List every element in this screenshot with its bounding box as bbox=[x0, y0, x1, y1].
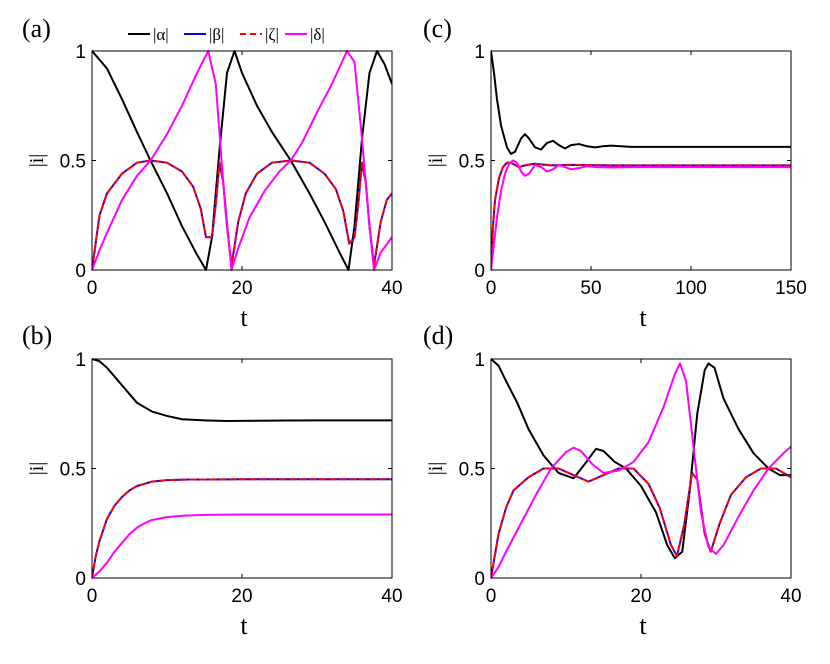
plot-area bbox=[491, 358, 791, 579]
series-line-0 bbox=[92, 358, 392, 422]
legend-label-beta: |β| bbox=[209, 25, 224, 44]
y-tick-label: 0 bbox=[474, 261, 485, 282]
y-tick-label: 0 bbox=[474, 569, 485, 590]
axes-frame bbox=[91, 358, 393, 579]
series-line-2 bbox=[92, 159, 392, 271]
y-axis-label: |i| bbox=[425, 154, 447, 168]
x-tick-label: 0 bbox=[486, 586, 497, 607]
panel-c: 0 50 100 150 0 0.5 1 t |i| (c) bbox=[423, 14, 807, 332]
y-tick-label: 0.5 bbox=[459, 460, 485, 481]
legend-label-zeta: |ζ| bbox=[265, 25, 279, 44]
y-tick-label: 1 bbox=[75, 42, 86, 63]
x-tick-label: 0 bbox=[87, 586, 98, 607]
series-line-3 bbox=[92, 513, 392, 579]
x-tick-label: 100 bbox=[675, 278, 707, 299]
panel-label: (d) bbox=[423, 321, 453, 350]
axes-frame bbox=[490, 50, 792, 271]
legend-label-delta: |δ| bbox=[310, 25, 325, 44]
panel-b: 0 20 40 0 0.5 1 t |i| (b) bbox=[22, 321, 403, 640]
series-line-3 bbox=[491, 362, 791, 579]
y-axis-label: |i| bbox=[425, 462, 447, 476]
x-tick-label: 0 bbox=[87, 278, 98, 299]
x-tick-label: 40 bbox=[381, 586, 402, 607]
series-line-0 bbox=[491, 50, 791, 155]
series-line-1 bbox=[491, 161, 791, 271]
x-tick-label: 0 bbox=[486, 278, 497, 299]
x-tick-label: 40 bbox=[780, 586, 801, 607]
y-tick-label: 0.5 bbox=[459, 152, 485, 173]
series-line-2 bbox=[491, 161, 791, 271]
y-tick-label: 0.5 bbox=[60, 460, 86, 481]
panel-a: 0 20 40 0 0.5 1 t |i| (a) bbox=[22, 14, 403, 332]
y-axis-label: |i| bbox=[26, 154, 48, 168]
series-line-0 bbox=[491, 358, 791, 560]
x-axis-label: t bbox=[639, 611, 647, 640]
x-tick-label: 20 bbox=[231, 586, 252, 607]
y-tick-label: 0.5 bbox=[60, 152, 86, 173]
panel-d: 0 20 40 0 0.5 1 t |i| (d) bbox=[423, 321, 802, 640]
x-tick-label: 150 bbox=[775, 278, 807, 299]
legend: |α| |β| |ζ| |δ| bbox=[128, 25, 325, 44]
series-line-3 bbox=[92, 50, 392, 271]
plot-area bbox=[92, 50, 392, 271]
x-axis-label: t bbox=[240, 611, 248, 640]
x-tick-label: 20 bbox=[231, 278, 252, 299]
x-axis-label: t bbox=[240, 303, 248, 332]
y-axis-label: |i| bbox=[26, 462, 48, 476]
panel-label: (c) bbox=[423, 14, 452, 43]
y-tick-label: 0 bbox=[75, 569, 86, 590]
y-tick-label: 0 bbox=[75, 261, 86, 282]
legend-label-alpha: |α| bbox=[153, 25, 169, 44]
series-line-2 bbox=[491, 467, 791, 579]
plot-area bbox=[491, 50, 791, 271]
panel-label: (b) bbox=[22, 321, 52, 350]
y-tick-label: 1 bbox=[474, 42, 485, 63]
series-line-0 bbox=[92, 50, 392, 271]
x-tick-label: 50 bbox=[580, 278, 601, 299]
y-tick-label: 1 bbox=[474, 350, 485, 371]
x-axis-label: t bbox=[639, 303, 647, 332]
plot-area bbox=[92, 358, 392, 579]
x-tick-label: 40 bbox=[381, 278, 402, 299]
series-line-3 bbox=[491, 159, 791, 271]
series-line-2 bbox=[92, 478, 392, 579]
panel-label: (a) bbox=[22, 14, 51, 43]
y-tick-label: 1 bbox=[75, 350, 86, 371]
x-tick-label: 20 bbox=[630, 586, 651, 607]
axes-frame bbox=[490, 358, 792, 579]
